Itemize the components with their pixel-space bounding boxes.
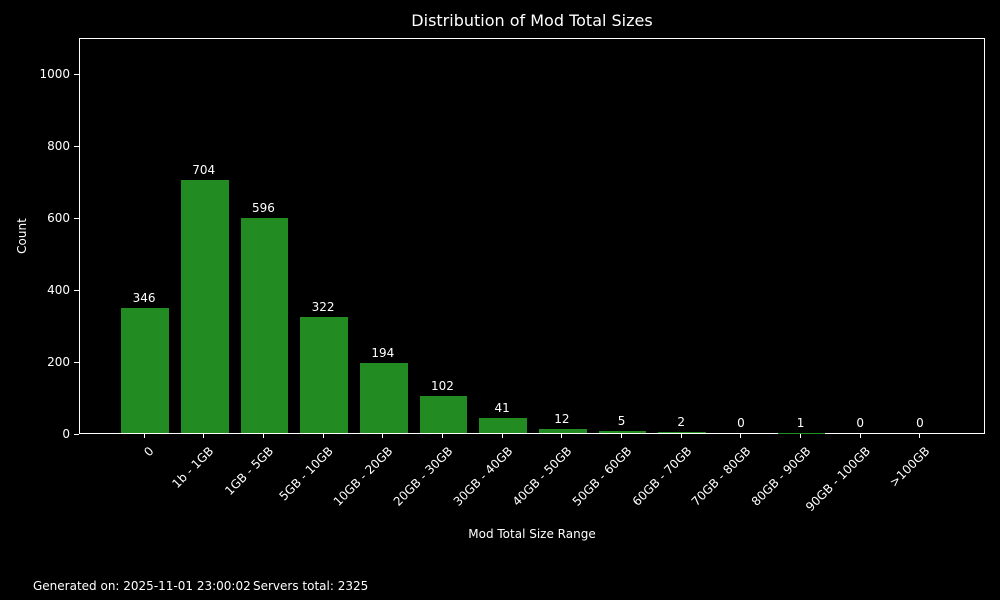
bar-value-label: 596	[251, 201, 275, 216]
x-tick-mark	[501, 434, 503, 438]
x-tick-mark	[680, 434, 682, 438]
x-tick-label: 10GB - 20GB	[330, 444, 396, 509]
x-tick-label: 5GB - 10GB	[276, 444, 337, 504]
x-tick-mark	[322, 434, 324, 438]
bar	[300, 317, 348, 433]
x-tick-mark	[919, 434, 921, 438]
y-tick-mark	[74, 289, 79, 291]
footer-servers-total: Servers total: 2325	[253, 579, 369, 593]
x-tick-label: 90GB - 100GB	[803, 444, 874, 515]
x-tick-label: 60GB - 70GB	[629, 444, 695, 509]
bar	[538, 428, 587, 433]
x-tick-label: >100GB	[887, 444, 933, 490]
bar	[479, 418, 528, 433]
bar-value-label: 2	[677, 415, 686, 430]
bar-value-label: 322	[311, 300, 335, 315]
bar-value-label: 0	[737, 416, 745, 430]
bar-value-label: 346	[132, 291, 156, 306]
y-tick-label: 200	[47, 355, 70, 369]
y-tick-mark	[74, 145, 79, 147]
y-tick-mark	[74, 73, 79, 75]
y-tick-mark	[74, 433, 79, 435]
chart-title: Distribution of Mod Total Sizes	[411, 11, 653, 30]
x-tick-label: 80GB - 90GB	[748, 444, 814, 509]
x-tick-mark	[143, 434, 145, 438]
x-axis-label: Mod Total Size Range	[468, 527, 596, 541]
bar-value-label: 41	[494, 401, 510, 416]
bar	[419, 396, 468, 433]
bar-value-label: 0	[916, 416, 924, 430]
bar-value-label: 704	[192, 162, 216, 177]
x-tick-mark	[561, 434, 563, 438]
x-tick-label: 1b - 1GB	[169, 444, 217, 491]
y-tick-label: 400	[47, 283, 70, 297]
x-tick-label: 0	[141, 444, 157, 460]
bar	[658, 432, 707, 433]
x-tick-mark	[262, 434, 264, 438]
bar-value-label: 102	[431, 379, 454, 394]
bar	[180, 179, 229, 433]
x-tick-mark	[441, 434, 443, 438]
x-tick-label: 30GB - 40GB	[450, 444, 516, 509]
y-tick-mark	[74, 361, 79, 363]
x-tick-mark	[859, 434, 861, 438]
x-tick-label: 40GB - 50GB	[509, 444, 575, 509]
bar-value-label: 194	[371, 346, 395, 361]
x-tick-label: 1GB - 5GB	[222, 444, 277, 498]
bar	[240, 218, 289, 433]
x-tick-mark	[382, 434, 384, 438]
y-tick-label: 800	[47, 139, 70, 153]
plot-area	[79, 38, 985, 434]
x-tick-mark	[621, 434, 623, 438]
x-tick-mark	[740, 434, 742, 438]
bar-value-label: 0	[856, 416, 865, 430]
x-tick-label: 70GB - 80GB	[689, 444, 754, 509]
y-tick-label: 1000	[39, 67, 70, 81]
y-tick-label: 600	[47, 211, 70, 225]
y-tick-label: 0	[62, 427, 70, 441]
y-tick-mark	[74, 217, 79, 219]
bar-value-label: 12	[554, 411, 570, 426]
x-tick-label: 20GB - 30GB	[390, 444, 456, 509]
bar	[359, 363, 408, 433]
x-tick-mark	[203, 434, 205, 438]
footer-generated-timestamp: Generated on: 2025-11-01 23:00:02	[33, 579, 251, 593]
bar-value-label: 1	[796, 415, 805, 430]
bar-value-label: 5	[617, 414, 626, 429]
bar	[121, 308, 169, 433]
bar	[598, 431, 647, 433]
x-tick-mark	[800, 434, 802, 438]
x-tick-label: 50GB - 60GB	[569, 444, 635, 509]
